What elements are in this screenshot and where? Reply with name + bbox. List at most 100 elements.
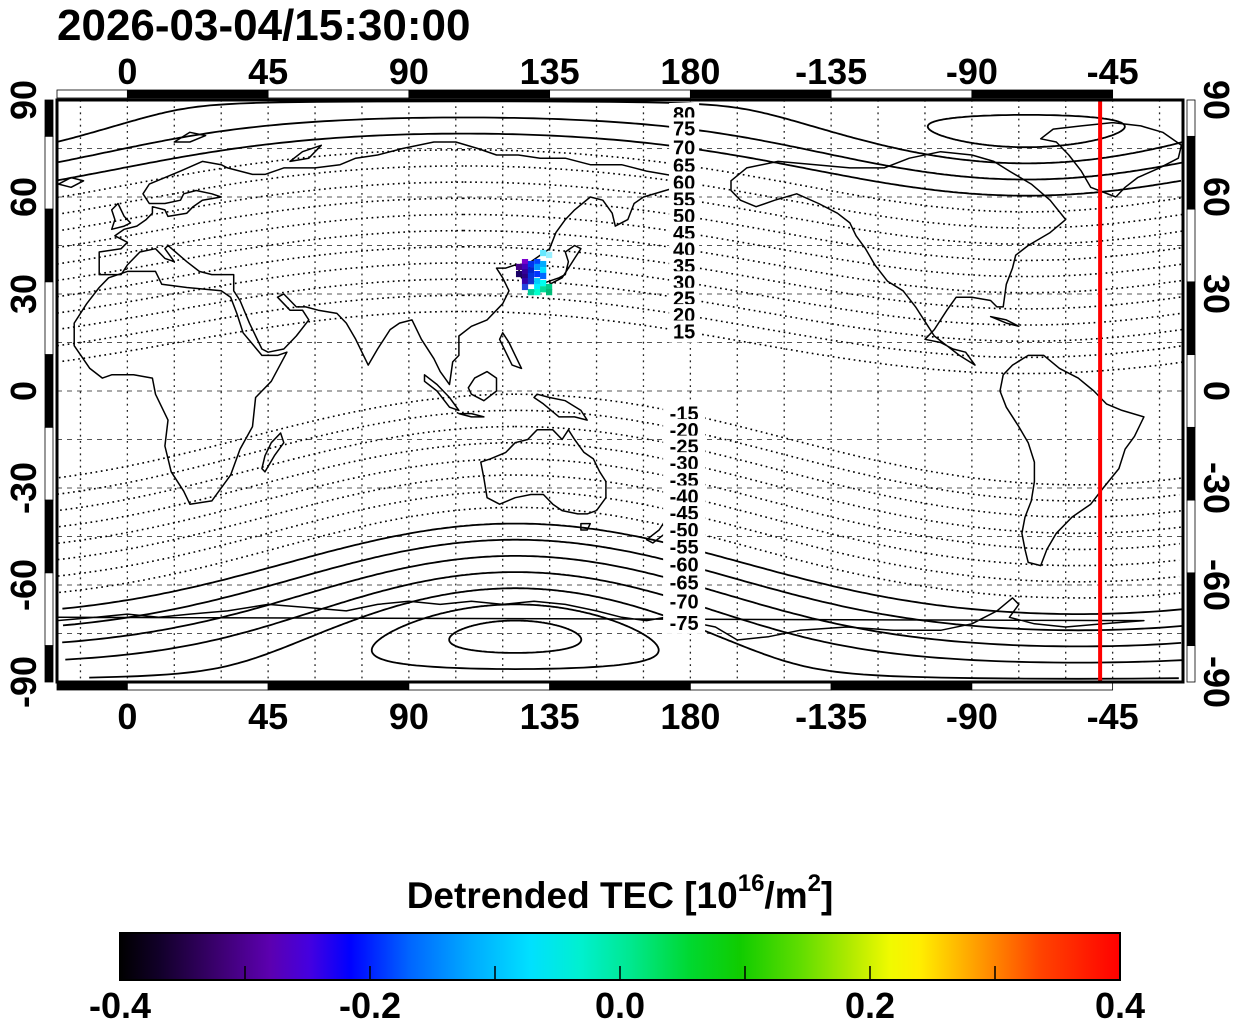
maglat-contour--30	[58, 441, 1181, 535]
colorbar-tick-label: -0.2	[339, 985, 401, 1024]
maglat-contour--40	[57, 474, 1180, 567]
tec-cell	[527, 260, 535, 268]
coastline	[999, 354, 1145, 567]
left-axis-label: 60	[3, 177, 44, 217]
bottom-axis-label: 180	[660, 696, 720, 737]
tec-cell	[540, 286, 547, 293]
top-axis-bar-segment	[126, 89, 269, 99]
right-axis-bar-segment	[1186, 426, 1196, 501]
left-axis-bar-segment	[44, 426, 54, 501]
contour-label: -65	[670, 572, 699, 594]
contour-label-bg	[663, 519, 706, 542]
contour-label-bg	[663, 452, 706, 475]
contour-label: 70	[673, 138, 695, 160]
contour-label: -75	[670, 613, 699, 635]
magnetic-latitude-contours	[57, 100, 1183, 680]
contour-label-bg	[663, 468, 706, 491]
contour-label-bg	[663, 435, 706, 458]
contour-label-bg	[669, 205, 700, 228]
maglat-contour--65	[62, 555, 1182, 648]
left-axis-bar-segment	[44, 135, 54, 210]
tec-cell	[527, 289, 535, 296]
contour-label-bg	[663, 590, 706, 613]
maglat-contour-60	[59, 165, 1183, 229]
coastline	[533, 244, 582, 295]
contour-label-bg	[663, 502, 706, 525]
coastline	[261, 432, 285, 473]
left-axis-bar-segment	[44, 499, 54, 574]
tec-cell	[521, 278, 529, 285]
box-axis-bars	[44, 89, 1196, 691]
maglat-contour-55	[59, 181, 1183, 245]
contour-label-bg	[663, 611, 706, 634]
maglat-contour--80	[370, 603, 660, 671]
axis-tick-labels: 0 0 45 45 90 90 135 135 180 180 -135 -135 -90 -90 -45 -…	[3, 51, 1237, 737]
contour-label-bg	[663, 571, 706, 594]
coastline	[110, 202, 132, 231]
top-axis-label: -135	[795, 51, 867, 92]
colorbar-tick-labels: -0.4 -0.2 0.0 0.2 0.4	[89, 985, 1145, 1026]
bottom-axis-label: 0	[117, 696, 137, 737]
top-axis-label: 90	[389, 51, 429, 92]
right-axis-bar-segment	[1186, 135, 1196, 210]
maglat-contour--85	[448, 619, 583, 654]
coastline	[1039, 121, 1183, 198]
left-axis-label: -90	[3, 656, 44, 708]
maglat-contour--50	[59, 506, 1181, 599]
right-axis-bar-segment	[1186, 99, 1196, 137]
top-axis-label: 45	[248, 51, 288, 92]
contour-label-bg	[663, 553, 706, 576]
tec-cell	[534, 283, 541, 291]
bottom-axis-label: -45	[1087, 696, 1139, 737]
maglat-contour--15	[58, 393, 1181, 486]
colorbar-minor-ticks	[244, 966, 996, 979]
maglat-contour-35	[57, 246, 1181, 310]
right-axis-bar-segment	[1186, 281, 1196, 356]
tec-cell	[540, 280, 547, 287]
tec-cell	[534, 289, 541, 296]
grid-lines	[57, 100, 1183, 682]
right-axis-bar-segment	[1186, 572, 1196, 647]
coastline	[458, 412, 485, 418]
coastline	[989, 315, 1020, 328]
contour-label-bg	[669, 154, 700, 177]
colorbar-tick-label: 0.4	[1095, 985, 1145, 1024]
left-axis-bar-segment	[44, 645, 54, 683]
coastline	[730, 150, 1067, 366]
tec-cell	[521, 273, 529, 281]
detrended-tec-data-cells	[515, 249, 553, 296]
tec-cell	[540, 249, 547, 257]
bottom-axis-label: 90	[389, 696, 429, 737]
tec-cell	[545, 251, 553, 259]
contour-label-bg	[663, 536, 706, 559]
right-axis-bar-segment	[1186, 645, 1196, 683]
tec-cell	[521, 258, 529, 266]
coastline-antarctica	[57, 597, 1145, 641]
left-axis-label: -60	[3, 559, 44, 611]
tec-cell	[527, 267, 535, 274]
maglat-contour--60	[62, 538, 1183, 632]
tec-cell	[534, 258, 541, 266]
contour-labels: 8075706560555045403530252015-15-20-25-30…	[663, 103, 706, 635]
left-axis-bar-segment	[44, 208, 54, 283]
contour-label-bg	[663, 485, 706, 508]
right-axis-label: 0	[1196, 381, 1237, 401]
maglat-contour-20	[58, 294, 1181, 359]
top-axis-label: -45	[1087, 51, 1139, 92]
colorbar-title: Detrended TEC [1016/m2]	[407, 870, 834, 916]
tec-cell	[515, 263, 523, 271]
contour-label-bg	[663, 419, 706, 442]
left-axis-label: 30	[3, 274, 44, 314]
map-frame	[55, 98, 1185, 684]
contour-label: -70	[670, 591, 699, 613]
maglat-contour--55	[62, 522, 1183, 615]
left-axis-bar-segment	[44, 99, 54, 137]
colorbar-tick-label: 0.0	[595, 985, 645, 1024]
top-axis-label: -90	[946, 51, 998, 92]
contour-label-bg	[669, 221, 700, 244]
contour-label-bg	[663, 402, 706, 425]
right-axis-bar-segment	[1186, 499, 1196, 574]
contour-label-bg	[669, 188, 700, 211]
